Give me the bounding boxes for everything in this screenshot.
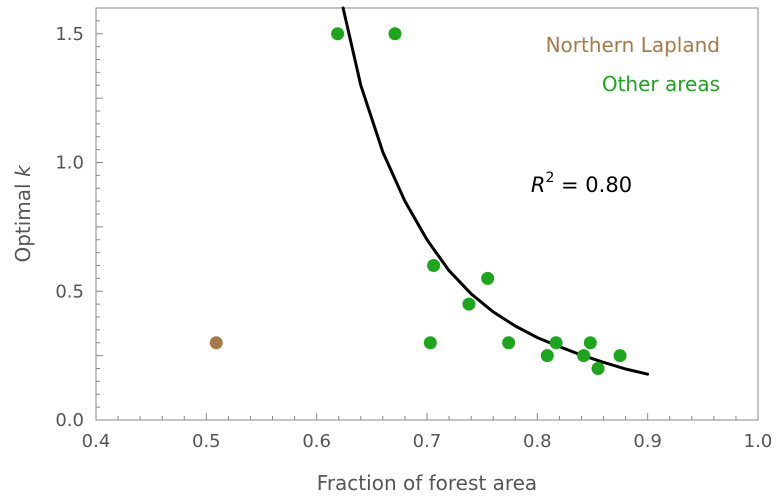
x-tick-label: 0.6 [302, 431, 331, 452]
data-point-other-areas [502, 336, 516, 350]
axis-ticks [95, 7, 759, 421]
data-points [209, 27, 627, 375]
plot-frame [95, 7, 759, 421]
data-point-other-areas [591, 362, 605, 375]
data-point-other-areas [388, 27, 402, 41]
x-tick-label: 0.7 [413, 431, 442, 452]
r-symbol: R [531, 173, 546, 197]
x-tick-label: 0.8 [523, 431, 552, 452]
legend-other-areas: Other areas [602, 72, 720, 96]
y-tick-label: 1.0 [55, 153, 84, 174]
x-tick-label: 1.0 [744, 431, 773, 452]
data-point-other-areas [577, 349, 591, 363]
data-point-other-areas [331, 27, 345, 41]
r-value: = 0.80 [554, 173, 632, 197]
y-tick-label: 0.5 [55, 281, 84, 302]
axis-tick-labels: 0.4 0.5 0.6 0.7 0.8 0.9 1.0 0.0 0.5 1.0 1.5 [55, 24, 772, 452]
data-point-other-areas [427, 259, 441, 272]
data-point-other-areas [549, 336, 563, 350]
data-point-northern-lapland [209, 336, 223, 350]
data-point-other-areas [613, 349, 627, 363]
r-superscript: 2 [545, 170, 554, 186]
data-point-other-areas [423, 336, 437, 350]
x-tick-label: 0.5 [192, 431, 221, 452]
data-point-other-areas [583, 336, 597, 350]
y-axis-label-italic: k [11, 164, 35, 177]
data-point-other-areas [540, 349, 554, 363]
y-tick-label: 1.5 [55, 24, 84, 45]
legend-northern-lapland: Northern Lapland [546, 33, 720, 57]
data-point-other-areas [462, 297, 476, 311]
data-point-other-areas [481, 271, 495, 285]
y-tick-label: 0.0 [55, 410, 84, 431]
y-axis-label-main: Optimal [11, 177, 35, 263]
x-tick-label: 0.4 [82, 431, 111, 452]
x-tick-label: 0.9 [633, 431, 662, 452]
y-axis-label: Optimal k [11, 164, 35, 263]
fit-curve [341, 6, 650, 376]
x-axis-label: Fraction of forest area [317, 471, 537, 495]
r-squared-annotation: R2 = 0.80 [531, 170, 632, 197]
